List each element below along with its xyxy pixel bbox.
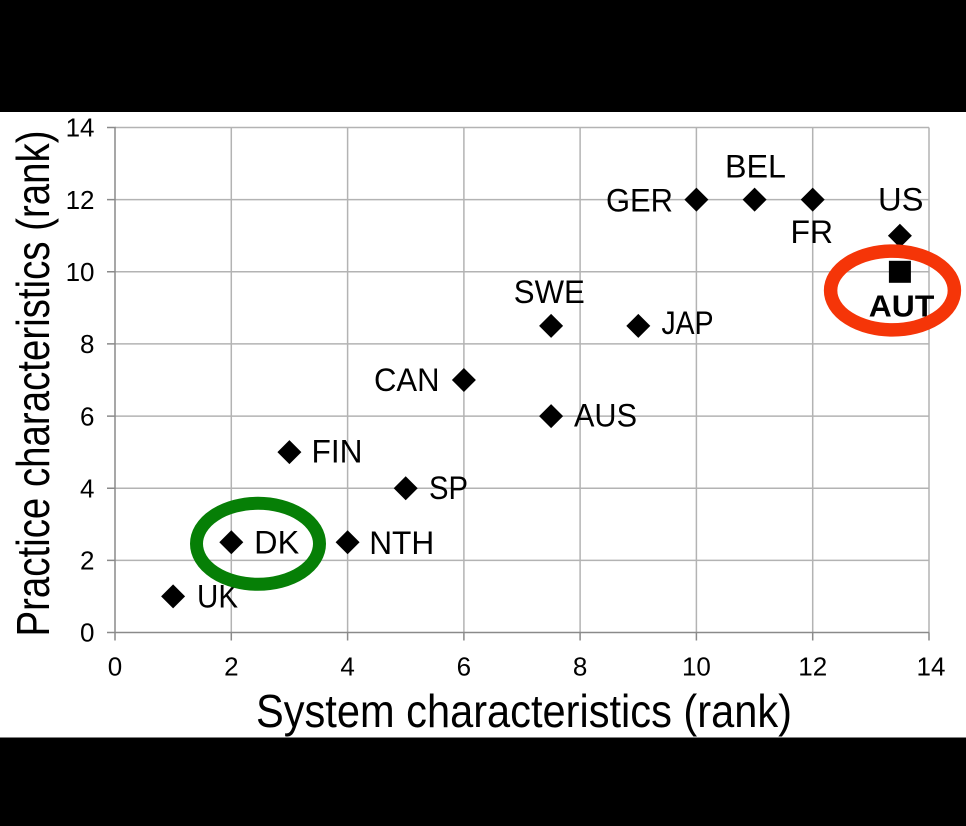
- svg-text:2: 2: [224, 652, 238, 682]
- svg-text:0: 0: [108, 652, 122, 682]
- svg-text:FR: FR: [791, 214, 834, 250]
- svg-text:GER: GER: [606, 182, 673, 218]
- svg-text:AUS: AUS: [574, 397, 637, 433]
- svg-text:8: 8: [80, 329, 94, 359]
- svg-text:SP: SP: [429, 470, 468, 506]
- svg-text:BEL: BEL: [725, 148, 786, 184]
- svg-text:0: 0: [80, 618, 94, 648]
- svg-text:12: 12: [798, 652, 827, 682]
- svg-text:SWE: SWE: [514, 274, 585, 310]
- svg-text:10: 10: [66, 257, 95, 287]
- svg-text:4: 4: [340, 652, 354, 682]
- svg-text:12: 12: [66, 185, 95, 215]
- svg-text:DK: DK: [254, 525, 299, 561]
- svg-text:2: 2: [80, 546, 94, 576]
- svg-text:4: 4: [80, 473, 94, 503]
- svg-text:6: 6: [80, 401, 94, 431]
- svg-text:8: 8: [573, 652, 587, 682]
- svg-text:NTH: NTH: [369, 525, 434, 561]
- svg-text:CAN: CAN: [374, 362, 440, 398]
- svg-text:6: 6: [457, 652, 471, 682]
- svg-text:Practice characteristics (rank: Practice characteristics (rank): [7, 131, 59, 637]
- svg-text:JAP: JAP: [662, 305, 714, 341]
- svg-text:System characteristics (rank): System characteristics (rank): [256, 685, 792, 737]
- svg-text:10: 10: [682, 652, 711, 682]
- svg-text:US: US: [878, 181, 924, 217]
- svg-text:FIN: FIN: [312, 433, 363, 469]
- svg-text:14: 14: [917, 652, 946, 682]
- svg-text:14: 14: [66, 113, 95, 143]
